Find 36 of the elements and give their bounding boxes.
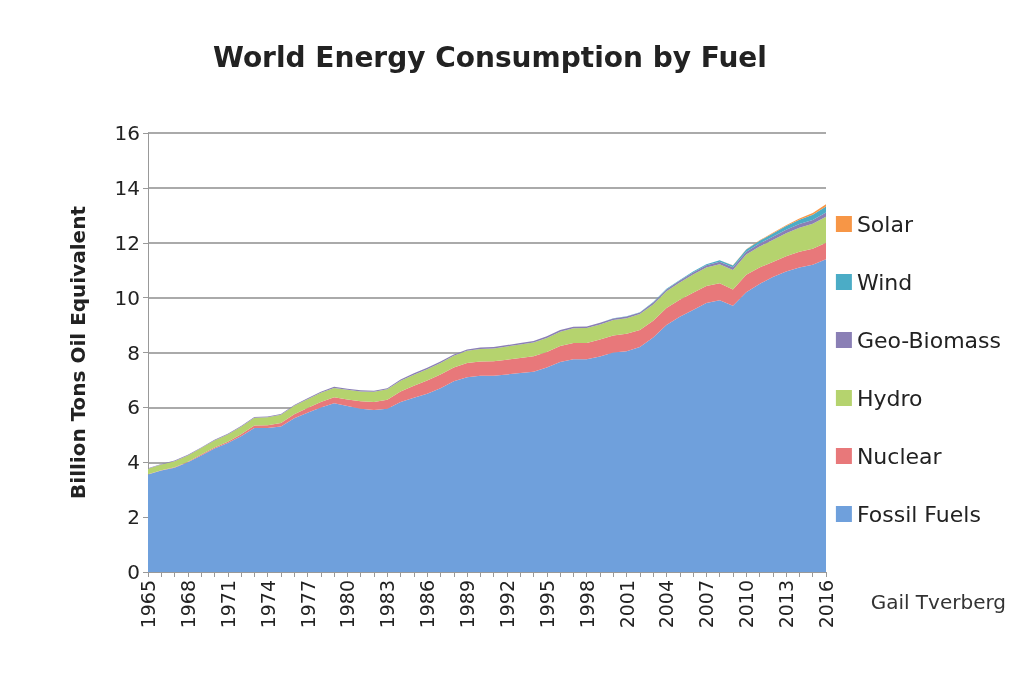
legend-label: Solar xyxy=(856,211,914,237)
chart-title: World Energy Consumption by Fuel xyxy=(213,40,767,74)
x-tick-label: 1968 xyxy=(176,580,199,629)
x-tick-label: 1977 xyxy=(296,580,319,629)
x-tick-label: 1995 xyxy=(535,580,558,629)
x-tick-label: 1980 xyxy=(336,580,359,629)
x-tick-label: 2007 xyxy=(695,580,718,629)
x-tick-label: 2004 xyxy=(655,580,678,629)
y-tick-label: 4 xyxy=(127,450,140,475)
y-tick-label: 10 xyxy=(114,285,140,310)
x-tick-label: 2010 xyxy=(735,580,758,629)
legend-label: Fossil Fuels xyxy=(856,501,981,527)
legend-label: Wind xyxy=(856,269,913,295)
y-tick-label: 0 xyxy=(127,560,140,584)
y-tick-label: 2 xyxy=(127,505,140,530)
x-tick-label: 1998 xyxy=(575,580,598,629)
y-axis-title: Billion Tons Oil Equivalent xyxy=(66,205,90,499)
x-tick-label: 1989 xyxy=(456,580,479,629)
y-tick-label: 12 xyxy=(114,230,140,255)
legend-label: Nuclear xyxy=(856,443,943,469)
x-tick-label: 1965 xyxy=(137,580,159,629)
x-tick-label: 2016 xyxy=(815,580,837,629)
x-tick-label: 1983 xyxy=(376,580,399,629)
y-tick-label: 6 xyxy=(127,395,140,420)
legend-label: Hydro xyxy=(856,385,923,411)
y-tick-label: 14 xyxy=(114,175,140,200)
x-tick-label: 2001 xyxy=(615,580,638,629)
x-tick-label: 1974 xyxy=(256,580,279,629)
y-tick-label: 16 xyxy=(114,121,140,145)
y-tick-label: 8 xyxy=(127,340,140,365)
text: Gail Tverberg xyxy=(870,590,1006,614)
x-tick-label: 1986 xyxy=(416,580,439,629)
x-tick-label: 2013 xyxy=(775,580,798,629)
x-tick-label: 1992 xyxy=(495,580,518,629)
x-tick-label: 1971 xyxy=(216,580,239,629)
legend-label: Geo-Biomass xyxy=(856,327,1001,353)
